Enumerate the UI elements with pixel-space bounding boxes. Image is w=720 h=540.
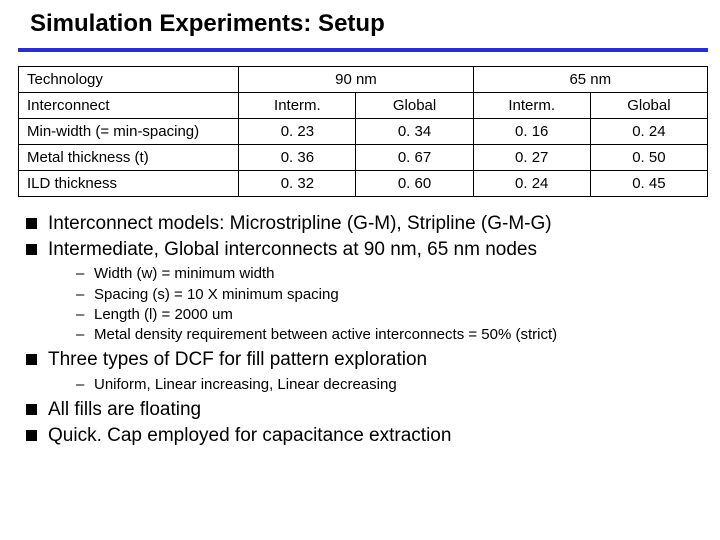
subbullet-text: Spacing (s) = 10 X minimum spacing (94, 286, 339, 303)
subbullet-item: Length (l) = 2000 um (76, 305, 702, 325)
cell-subheader: Interm. (473, 93, 590, 119)
subbullet-item: Width (w) = minimum width (76, 264, 702, 284)
subbullet-text: Uniform, Linear increasing, Linear decre… (94, 376, 397, 393)
cell-value: 0. 27 (473, 145, 590, 171)
bullet-item: Three types of DCF for fill pattern expl… (26, 347, 702, 395)
cell-rowlabel: Min-width (= min-spacing) (19, 119, 239, 145)
subbullet-item: Uniform, Linear increasing, Linear decre… (76, 375, 702, 395)
cell-subheader: Global (590, 93, 707, 119)
table-row: ILD thickness 0. 32 0. 60 0. 24 0. 45 (19, 171, 708, 197)
cell-value: 0. 32 (239, 171, 356, 197)
table-row: Metal thickness (t) 0. 36 0. 67 0. 27 0.… (19, 145, 708, 171)
cell-value: 0. 24 (473, 171, 590, 197)
cell-subheader: Interm. (239, 93, 356, 119)
title-wrap: Simulation Experiments: Setup (18, 10, 702, 44)
subbullet-text: Length (l) = 2000 um (94, 306, 233, 323)
bullet-text: Three types of DCF for fill pattern expl… (48, 349, 427, 370)
cell-rowlabel: Technology (19, 67, 239, 93)
cell-value: 0. 34 (356, 119, 473, 145)
subbullet-item: Spacing (s) = 10 X minimum spacing (76, 285, 702, 305)
cell-value: 0. 67 (356, 145, 473, 171)
cell-value: 0. 50 (590, 145, 707, 171)
cell-value: 0. 16 (473, 119, 590, 145)
table-row: Technology 90 nm 65 nm (19, 67, 708, 93)
bullet-list-level2: Width (w) = minimum width Spacing (s) = … (48, 264, 702, 345)
bullet-item: Interconnect models: Microstripline (G-M… (26, 211, 702, 237)
cell-value: 0. 23 (239, 119, 356, 145)
bullet-item: All fills are floating (26, 397, 702, 423)
bullet-text: Quick. Cap employed for capacitance extr… (48, 425, 451, 446)
bullet-list-level2: Uniform, Linear increasing, Linear decre… (48, 375, 702, 395)
cell-value: 0. 45 (590, 171, 707, 197)
subbullet-text: Width (w) = minimum width (94, 265, 274, 282)
table-row: Min-width (= min-spacing) 0. 23 0. 34 0.… (19, 119, 708, 145)
cell-subheader: Global (356, 93, 473, 119)
table-row: Interconnect Interm. Global Interm. Glob… (19, 93, 708, 119)
bullet-item: Intermediate, Global interconnects at 90… (26, 237, 702, 346)
slide-title: Simulation Experiments: Setup (30, 10, 702, 38)
cell-tech-header: 65 nm (473, 67, 707, 93)
cell-rowlabel: ILD thickness (19, 171, 239, 197)
bullet-text: All fills are floating (48, 399, 201, 420)
cell-rowlabel: Interconnect (19, 93, 239, 119)
cell-value: 0. 24 (590, 119, 707, 145)
subbullet-item: Metal density requirement between active… (76, 325, 702, 345)
bullet-item: Quick. Cap employed for capacitance extr… (26, 423, 702, 449)
subbullet-text: Metal density requirement between active… (94, 326, 557, 343)
cell-tech-header: 90 nm (239, 67, 473, 93)
title-rule (18, 48, 708, 52)
bullet-text: Intermediate, Global interconnects at 90… (48, 239, 537, 260)
cell-rowlabel: Metal thickness (t) (19, 145, 239, 171)
cell-value: 0. 36 (239, 145, 356, 171)
bullet-list-level1: Interconnect models: Microstripline (G-M… (18, 211, 702, 448)
slide: Simulation Experiments: Setup Technology… (0, 0, 720, 540)
bullet-text: Interconnect models: Microstripline (G-M… (48, 213, 552, 234)
parameters-table: Technology 90 nm 65 nm Interconnect Inte… (18, 66, 708, 197)
cell-value: 0. 60 (356, 171, 473, 197)
